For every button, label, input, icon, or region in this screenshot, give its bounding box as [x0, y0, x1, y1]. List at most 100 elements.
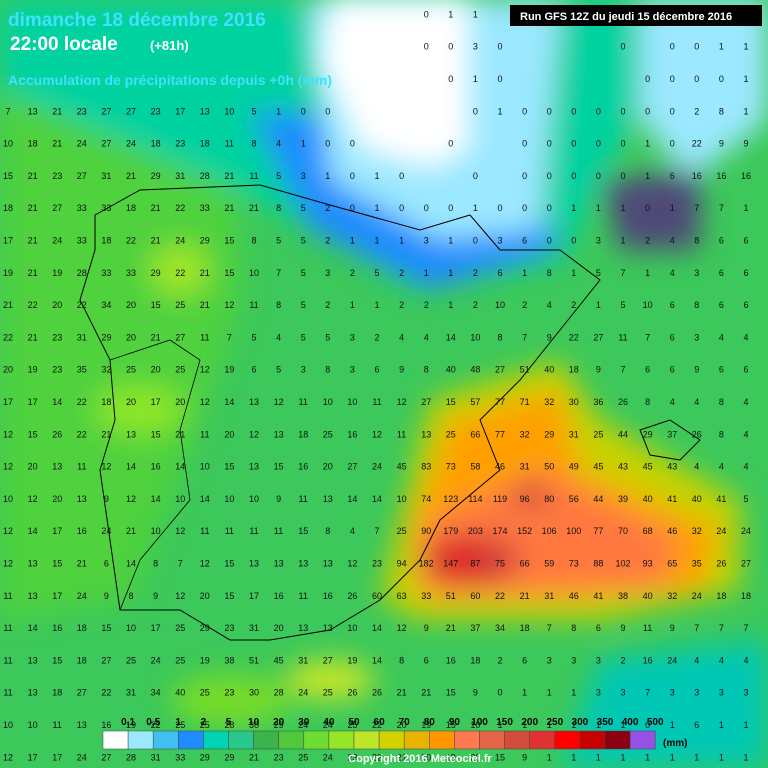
- grid-value: 3: [571, 655, 576, 665]
- grid-value: 3: [694, 332, 699, 342]
- grid-value: 15: [28, 429, 38, 439]
- grid-value: 25: [323, 429, 333, 439]
- grid-value: 36: [593, 397, 603, 407]
- grid-value: 31: [77, 332, 87, 342]
- grid-value: 0: [645, 74, 650, 84]
- grid-value: 29: [200, 623, 210, 633]
- grid-value: 1: [522, 688, 527, 698]
- grid-value: 15: [3, 171, 13, 181]
- legend-swatch: [554, 730, 581, 750]
- grid-value: 14: [151, 494, 161, 504]
- grid-value: 9: [719, 139, 724, 149]
- grid-value: 21: [151, 203, 161, 213]
- grid-value: 16: [323, 591, 333, 601]
- grid-value: 19: [200, 655, 210, 665]
- grid-value: 18: [151, 139, 161, 149]
- grid-value: 13: [126, 429, 136, 439]
- grid-value: 3: [350, 332, 355, 342]
- grid-value: 31: [569, 429, 579, 439]
- grid-value: 8: [719, 106, 724, 116]
- grid-value: 65: [667, 558, 677, 568]
- grid-value: 13: [249, 397, 259, 407]
- grid-value: 12: [3, 558, 13, 568]
- grid-value: 22: [495, 591, 505, 601]
- grid-value: 8: [153, 558, 158, 568]
- grid-value: 40: [692, 494, 702, 504]
- grid-value: 9: [153, 591, 158, 601]
- grid-value: 12: [200, 397, 210, 407]
- grid-value: 11: [299, 591, 308, 601]
- legend-swatch: [102, 730, 129, 750]
- legend-label: 5: [226, 717, 232, 728]
- grid-value: 24: [741, 526, 751, 536]
- grid-value: 13: [298, 623, 308, 633]
- legend-label: 350: [597, 717, 614, 728]
- grid-value: 13: [28, 655, 38, 665]
- grid-value: 5: [301, 235, 306, 245]
- grid-value: 0: [350, 171, 355, 181]
- grid-value: 18: [77, 623, 87, 633]
- grid-value: 0: [547, 171, 552, 181]
- grid-value: 2: [522, 300, 527, 310]
- grid-value: 0: [424, 9, 429, 19]
- grid-value: 21: [126, 526, 136, 536]
- grid-value: 10: [249, 494, 259, 504]
- grid-value: 1: [743, 752, 748, 762]
- grid-value: 40: [446, 365, 456, 375]
- grid-value: 2: [620, 655, 625, 665]
- grid-value: 10: [397, 494, 407, 504]
- grid-value: 0: [547, 139, 552, 149]
- grid-value: 88: [593, 558, 603, 568]
- grid-value: 2: [497, 655, 502, 665]
- grid-value: 3: [694, 268, 699, 278]
- grid-value: 2: [325, 203, 330, 213]
- grid-value: 1: [571, 752, 576, 762]
- grid-value: 1: [645, 171, 650, 181]
- grid-value: 24: [667, 655, 677, 665]
- grid-value: 22: [372, 720, 382, 730]
- grid-value: 66: [470, 429, 480, 439]
- grid-value: 31: [298, 655, 308, 665]
- grid-value: 23: [77, 106, 87, 116]
- grid-value: 38: [618, 591, 628, 601]
- grid-value: 1: [547, 752, 552, 762]
- grid-value: 6: [522, 235, 527, 245]
- grid-value: 2: [399, 268, 404, 278]
- grid-value: 12: [175, 526, 185, 536]
- grid-value: 11: [372, 397, 381, 407]
- grid-value: 13: [77, 494, 87, 504]
- grid-value: 12: [200, 365, 210, 375]
- grid-value: 25: [200, 720, 210, 730]
- grid-value: 14: [175, 462, 185, 472]
- grid-value: 7: [547, 623, 552, 633]
- legend-unit: (mm): [663, 738, 687, 749]
- grid-value: 4: [694, 655, 699, 665]
- grid-value: 174: [492, 526, 507, 536]
- grid-value: 33: [200, 203, 210, 213]
- grid-value: 25: [298, 752, 308, 762]
- grid-value: 23: [52, 365, 62, 375]
- grid-value: 4: [350, 526, 355, 536]
- grid-value: 8: [128, 591, 133, 601]
- grid-value: 5: [301, 203, 306, 213]
- grid-value: 10: [3, 720, 13, 730]
- grid-value: 96: [520, 494, 530, 504]
- grid-value: 6: [670, 300, 675, 310]
- grid-value: 22: [372, 752, 382, 762]
- legend-swatch: [429, 730, 455, 750]
- grid-value: 16: [692, 171, 702, 181]
- grid-value: 3: [301, 365, 306, 375]
- legend-swatch: [378, 730, 405, 750]
- grid-value: 0: [571, 139, 576, 149]
- grid-value: 1: [743, 106, 748, 116]
- grid-value: 0: [645, 106, 650, 116]
- grid-value: 24: [323, 752, 333, 762]
- grid-value: 25: [593, 429, 603, 439]
- grid-value: 21: [397, 688, 407, 698]
- grid-value: 0: [596, 139, 601, 149]
- grid-value: 31: [126, 688, 136, 698]
- grid-value: 1: [596, 300, 601, 310]
- grid-value: 3: [694, 688, 699, 698]
- grid-value: 20: [52, 494, 62, 504]
